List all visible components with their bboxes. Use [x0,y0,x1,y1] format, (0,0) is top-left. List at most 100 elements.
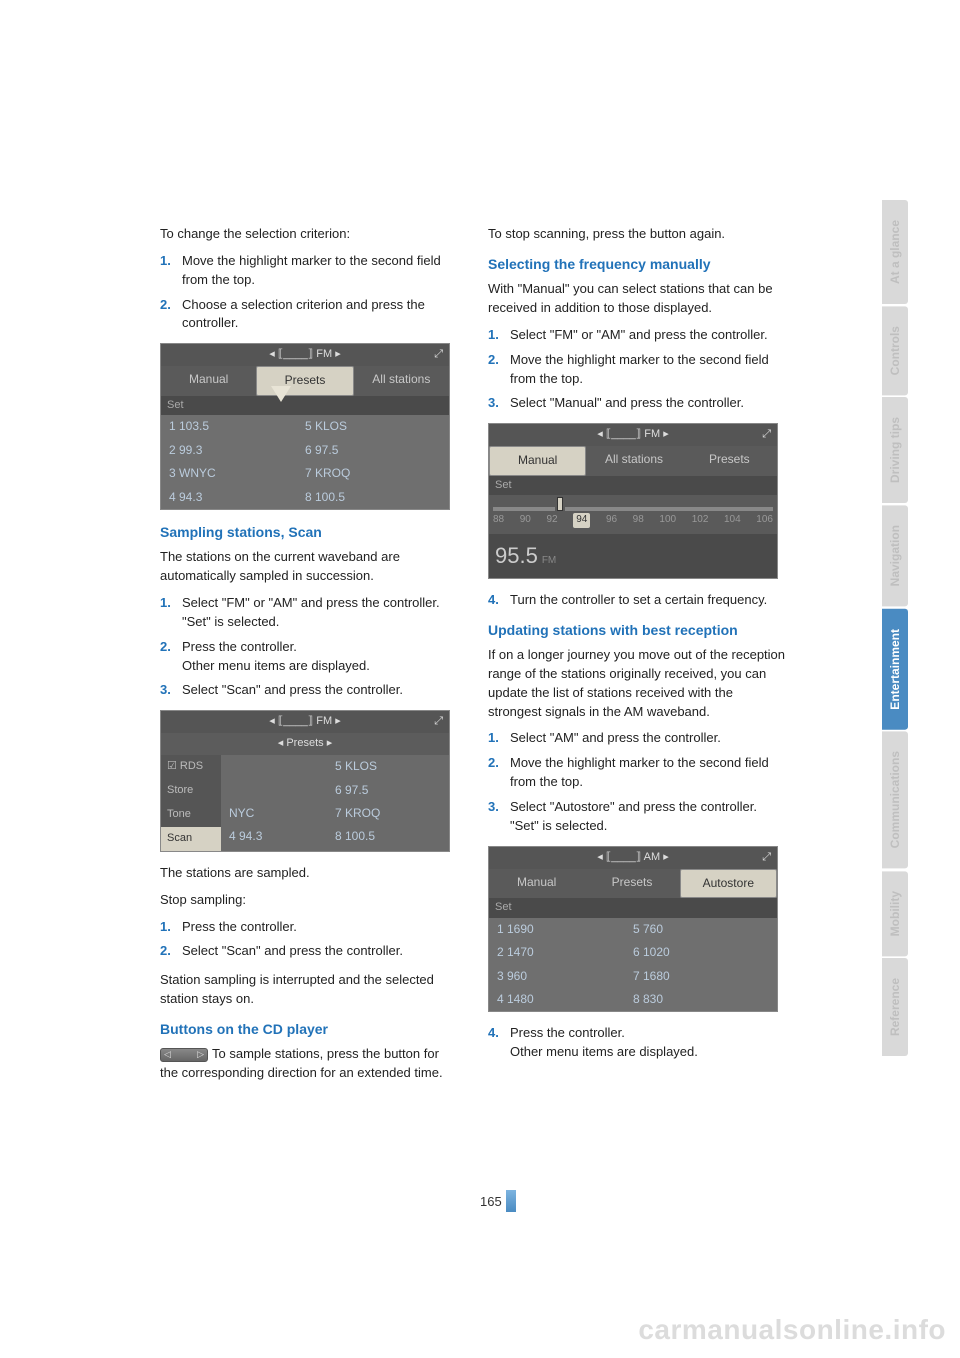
step-text: Choose a selection criterion and press t… [182,296,460,334]
corner-icon: ⤢ [762,850,771,866]
section-tab-entertainment[interactable]: Entertainment [882,609,908,730]
right-column: To stop scanning, press the button again… [488,225,788,1091]
body-text: To sample stations, press the button for… [160,1045,460,1083]
station-cell: 7 1680 [633,968,769,985]
steps-autostore: 1.Select "AM" and press the controller. … [488,729,788,835]
corner-icon: ⤢ [762,427,771,443]
scale-num: 94 [573,513,590,528]
scale-num: 104 [724,513,741,528]
step-text: Select "Scan" and press the controller. [182,942,460,961]
page-number-bar-icon [506,1190,516,1212]
freq-value: 95.5 [495,543,538,568]
station-cell: 5 KLOS [335,758,441,775]
ss-band-label: ◂ ⟦____⟧ FM ▸ [269,348,340,360]
corner-icon: ⤢ [434,714,443,730]
step-text: Select "AM" and press the controller. [510,729,788,748]
station-cell: 4 94.3 [229,828,335,845]
ss-band-label: ◂ ⟦____⟧ FM ▸ [269,715,340,727]
steps-manual-freq: 1.Select "FM" or "AM" and press the cont… [488,326,788,413]
side-item-rds: ☑ RDS [161,755,221,779]
section-tab-reference[interactable]: Reference [882,958,908,1056]
ss-tab-autostore: Autostore [680,869,777,898]
ss-band-label: ◂ ⟦____⟧ AM ▸ [597,851,668,863]
page-number-value: 165 [480,1194,502,1209]
section-tab-navigation[interactable]: Navigation [882,505,908,606]
step-text: Press the controller. Other menu items a… [510,1024,788,1062]
step-text: Select "Autostore" and press the control… [510,798,788,836]
step-number: 1. [488,729,510,748]
scale-num: 96 [606,513,617,528]
step-number: 3. [488,798,510,836]
ss-station-list: 1 16905 760 2 14706 1020 3 9607 1680 4 1… [489,918,777,1012]
ss-set-label: Set [489,476,777,496]
heading-manual-freq: Selecting the frequency manually [488,254,788,274]
station-cell: 8 100.5 [335,828,441,845]
scale-num: 92 [546,513,557,528]
step-number: 2. [160,942,182,961]
ss-tab-manual: Manual [161,366,256,395]
ss-header: ◂ ⟦____⟧ FM ▸ ⤢ [161,711,449,733]
ss-tab-presets: Presets [682,446,777,475]
body-text: The stations on the current waveband are… [160,548,460,586]
station-cell [229,758,335,775]
station-cell: 6 97.5 [335,782,441,799]
body-text: Stop sampling: [160,891,460,910]
body-text: With "Manual" you can select stations th… [488,280,788,318]
scale-num: 102 [692,513,709,528]
body-text: Station sampling is interrupted and the … [160,971,460,1009]
step-text: Press the controller. Other menu items a… [182,638,460,676]
step-number: 3. [160,681,182,700]
side-item-tone: Tone [161,803,221,827]
ss-current-freq: 95.5FM [489,534,777,578]
body-text: The stations are sampled. [160,864,460,883]
scale-num: 88 [493,513,504,528]
ss-tab-allstations: All stations [354,366,449,395]
step-number: 2. [488,351,510,389]
corner-icon: ⤢ [434,347,443,363]
ss-header: ◂ ⟦____⟧ FM ▸ ⤢ [489,424,777,446]
step-number: 2. [160,296,182,334]
ss-station-list: 1 103.55 KLOS 2 99.36 97.5 3 WNYC7 KROQ … [161,415,449,509]
station-cell: 7 KROQ [335,805,441,822]
section-tab-driving-tips[interactable]: Driving tips [882,397,908,503]
step-text: Turn the controller to set a certain fre… [510,591,788,610]
station-cell: 5 KLOS [305,418,441,435]
station-cell: 3 WNYC [169,465,305,482]
heading-sampling-scan: Sampling stations, Scan [160,522,460,542]
step-text: Select "Scan" and press the controller. [182,681,460,700]
step-number: 1. [160,594,182,632]
body-text: To stop scanning, press the button again… [488,225,788,244]
ss-set-label: Set [161,396,449,416]
section-tab-mobility[interactable]: Mobility [882,871,908,956]
intro-text: To change the selection criterion: [160,225,460,244]
page-content: To change the selection criterion: 1.Mov… [160,225,800,1091]
section-tabs: At a glanceControlsDriving tipsNavigatio… [882,200,910,1058]
ss-side-menu: ☑ RDS Store Tone Scan [161,755,221,851]
station-cell: 1 1690 [497,921,633,938]
step-text: Press the controller. [182,918,460,937]
section-tab-communications[interactable]: Communications [882,731,908,868]
scale-num: 98 [633,513,644,528]
step-text: Select "FM" or "AM" and press the contro… [510,326,788,345]
radio-presets-screenshot: ◂ ⟦____⟧ FM ▸⤢ Manual Presets All statio… [160,343,450,510]
page-number: 165 [480,1190,516,1212]
section-tab-controls[interactable]: Controls [882,306,908,395]
heading-cd-buttons: Buttons on the CD player [160,1019,460,1039]
ss-tabs: Manual Presets Autostore [489,869,777,898]
side-item-scan: Scan [161,827,221,851]
step-number: 2. [488,754,510,792]
section-tab-at-a-glance[interactable]: At a glance [882,200,908,304]
station-cell: 4 1480 [497,991,633,1008]
step-number: 1. [160,918,182,937]
step-number: 4. [488,1024,510,1062]
ss-header: ◂ ⟦____⟧ AM ▸ ⤢ [489,847,777,869]
steps-stop-scan: 1.Press the controller. 2.Select "Scan" … [160,918,460,962]
station-cell: NYC [229,805,335,822]
ss-set-label: Set [489,898,777,918]
ss-band-label: ◂ ⟦____⟧ FM ▸ [597,428,668,440]
ss-station-list: 5 KLOS 6 97.5 NYC7 KROQ 4 94.38 100.5 [221,755,449,851]
scale-num: 90 [520,513,531,528]
station-cell: 6 1020 [633,944,769,961]
step-number: 4. [488,591,510,610]
ss-tab-manual: Manual [489,869,584,898]
